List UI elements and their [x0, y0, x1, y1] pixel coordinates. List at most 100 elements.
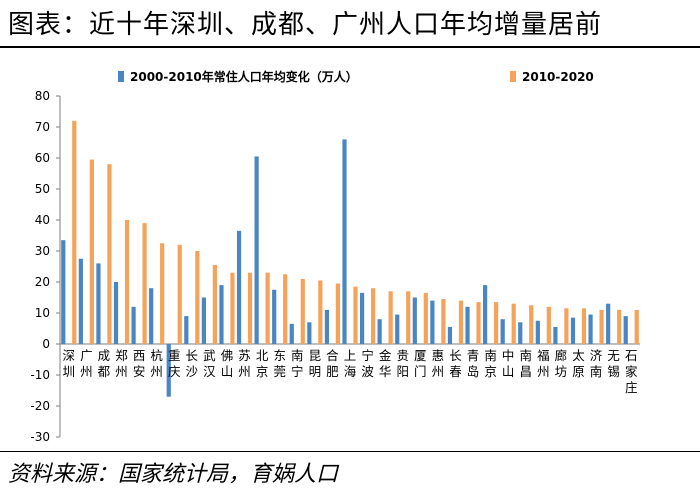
x-category-label: 石家庄 [625, 348, 638, 395]
bar-2000-2010-无锡 [606, 303, 611, 344]
x-category-label: 福州 [537, 348, 550, 379]
x-category-label: 北京 [256, 348, 269, 379]
bar-2010-2020-福州 [546, 306, 551, 344]
x-category-label: 长沙 [186, 348, 199, 379]
bar-2010-2020-重庆 [177, 244, 182, 344]
bar-2010-2020-南宁 [300, 278, 305, 344]
bar-2010-2020-佛山 [230, 272, 235, 344]
bar-2000-2010-武汉 [201, 297, 206, 344]
x-category-label: 东莞 [273, 348, 286, 379]
y-tick-label: 80 [35, 89, 50, 103]
y-tick-label: 60 [35, 151, 50, 165]
bar-2000-2010-合肥 [324, 309, 330, 344]
y-tick-label: 20 [35, 275, 50, 289]
x-category-label: 惠州 [432, 348, 445, 379]
bar-2010-2020-惠州 [441, 299, 446, 344]
bar-2010-2020-青岛 [476, 302, 481, 344]
bar-2010-2020-中山 [511, 303, 516, 344]
bar-2000-2010-东莞 [272, 289, 277, 344]
bar-2010-2020-石家庄 [634, 309, 639, 344]
bar-2010-2020-长沙 [195, 251, 200, 344]
bar-2010-2020-武汉 [212, 264, 217, 344]
x-category-label: 苏州 [238, 348, 251, 379]
bar-2010-2020-南昌 [529, 305, 534, 344]
bar-2000-2010-重庆 [166, 344, 171, 397]
bar-2000-2010-南宁 [289, 323, 294, 344]
bar-2000-2010-福州 [535, 320, 540, 344]
y-tick-label: -20 [30, 399, 50, 413]
bar-2010-2020-太原 [581, 308, 587, 344]
x-category-label: 厦门 [414, 348, 427, 379]
bar-2010-2020-成都 [107, 164, 112, 344]
bar-2000-2010-深圳 [61, 240, 66, 344]
y-tick-label: 50 [35, 182, 50, 196]
bar-2000-2010-宁波 [359, 292, 365, 344]
bar-2000-2010-广州 [78, 258, 83, 344]
x-category-label: 重庆 [168, 348, 181, 379]
title-rule [0, 46, 700, 48]
legend-swatch-1 [510, 71, 516, 82]
x-category-label: 金华 [379, 348, 392, 379]
x-category-label: 太原 [572, 348, 585, 379]
bar-2000-2010-成都 [96, 263, 101, 344]
x-category-label: 廊坊 [555, 348, 568, 379]
bar-2010-2020-上海 [353, 286, 358, 344]
bar-2000-2010-西安 [131, 306, 136, 344]
x-category-label: 深圳 [63, 348, 76, 379]
bar-2010-2020-济南 [599, 309, 604, 344]
bar-2010-2020-金华 [388, 291, 393, 344]
x-category-label: 南昌 [519, 348, 532, 379]
x-category-label: 济南 [590, 348, 603, 379]
legend-label-1: 2010-2020 [522, 70, 594, 84]
bar-2010-2020-昆明 [318, 280, 323, 344]
bar-2010-2020-东莞 [283, 274, 288, 344]
bar-2010-2020-宁波 [370, 288, 376, 344]
bar-2010-2020-郑州 [124, 220, 130, 344]
bar-2010-2020-厦门 [423, 292, 428, 344]
bar-2000-2010-惠州 [430, 300, 435, 344]
bar-2000-2010-长春 [447, 326, 453, 344]
y-tick-label: 30 [35, 244, 50, 258]
bar-2000-2010-中山 [500, 319, 505, 344]
bar-2010-2020-长春 [458, 300, 464, 344]
bar-2010-2020-苏州 [247, 272, 253, 344]
legend-swatch-0 [118, 71, 124, 82]
y-tick-label: 40 [35, 213, 50, 227]
bar-2010-2020-西安 [142, 223, 147, 344]
x-category-label: 佛山 [221, 348, 234, 379]
bar-2010-2020-贵阳 [406, 291, 411, 344]
bar-2000-2010-金华 [377, 319, 382, 344]
bar-2000-2010-青岛 [465, 306, 470, 344]
y-tick-label: 0 [42, 337, 50, 351]
x-category-label: 杭州 [150, 348, 163, 379]
bar-2010-2020-合肥 [335, 283, 341, 344]
bar-2000-2010-苏州 [236, 230, 242, 344]
x-category-label: 西安 [133, 348, 146, 379]
bar-2010-2020-南京 [494, 302, 499, 344]
bar-2010-2020-杭州 [160, 243, 165, 344]
x-category-label: 青岛 [467, 348, 480, 379]
bar-2000-2010-济南 [588, 314, 593, 344]
y-tick-label: -30 [30, 430, 50, 444]
bar-2000-2010-长沙 [184, 316, 189, 344]
footer-rule [0, 451, 700, 452]
x-category-label: 武汉 [203, 348, 216, 379]
x-category-label: 合肥 [326, 348, 339, 379]
bar-2000-2010-南京 [483, 285, 488, 344]
chart-title: 图表：近十年深圳、成都、广州人口年均增量居前 [8, 10, 603, 40]
x-category-label: 成都 [98, 348, 111, 379]
bar-2000-2010-杭州 [149, 288, 154, 344]
bar-2000-2010-北京 [254, 156, 259, 344]
x-category-label: 上海 [344, 348, 357, 379]
bar-2010-2020-广州 [89, 159, 94, 344]
bar-2000-2010-郑州 [113, 282, 119, 344]
x-category-label: 南宁 [291, 348, 304, 379]
bar-2010-2020-无锡 [617, 309, 622, 344]
bar-2000-2010-厦门 [412, 297, 417, 344]
bar-2000-2010-昆明 [307, 322, 312, 344]
source-note: 资料来源：国家统计局，育娲人口 [8, 462, 339, 487]
x-category-label: 贵阳 [396, 348, 409, 379]
bar-2000-2010-佛山 [219, 285, 224, 344]
legend-label-0: 2000-2010年常住人口年均变化（万人） [130, 69, 358, 84]
